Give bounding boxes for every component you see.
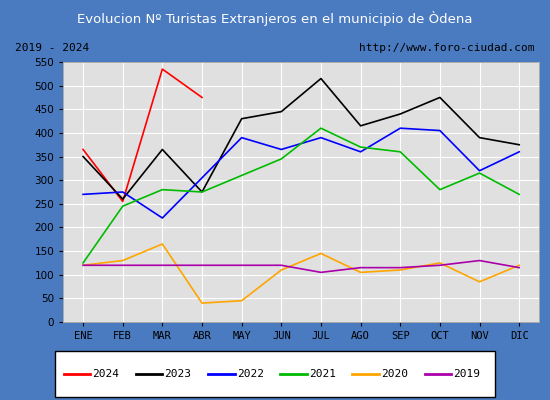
Text: 2020: 2020 <box>381 369 408 379</box>
FancyBboxPatch shape <box>55 351 495 397</box>
Text: 2022: 2022 <box>236 369 263 379</box>
Text: http://www.foro-ciudad.com: http://www.foro-ciudad.com <box>359 43 535 53</box>
Text: 2021: 2021 <box>309 369 336 379</box>
Text: 2019 - 2024: 2019 - 2024 <box>15 43 90 53</box>
Text: 2019: 2019 <box>453 369 480 379</box>
Text: Evolucion Nº Turistas Extranjeros en el municipio de Òdena: Evolucion Nº Turistas Extranjeros en el … <box>77 12 473 26</box>
Text: 2023: 2023 <box>164 369 191 379</box>
Text: 2024: 2024 <box>92 369 119 379</box>
